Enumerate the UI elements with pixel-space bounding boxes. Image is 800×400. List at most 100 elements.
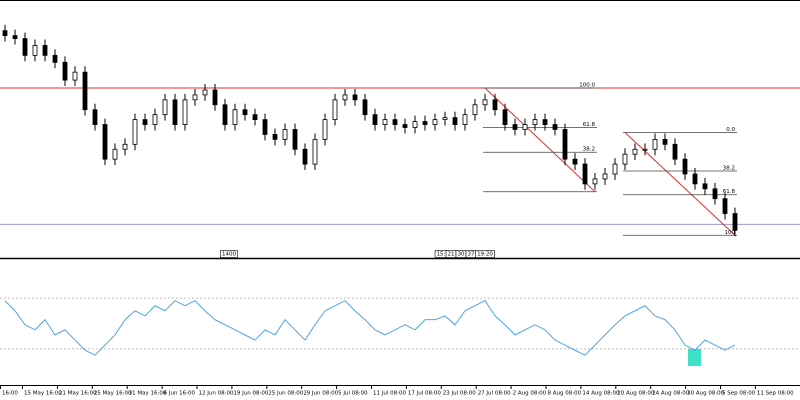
- x-tick-label: 20 Aug 08:00: [617, 391, 655, 397]
- x-tick-label: 14 Aug 08:00: [582, 391, 620, 397]
- time-marker: 21: [445, 250, 457, 258]
- candle-body: [602, 173, 608, 180]
- candle-body: [452, 117, 458, 125]
- time-marker: 30: [455, 250, 467, 258]
- candle-body: [332, 99, 338, 121]
- candle-body: [662, 138, 668, 145]
- candle-body: [692, 173, 698, 185]
- x-tick-label: 5 Sep 08:00: [722, 391, 756, 397]
- candle-body: [682, 158, 688, 175]
- candle-body: [292, 129, 298, 150]
- x-tick-label: 27 Jul 08:00: [478, 391, 511, 397]
- candle-body: [12, 35, 18, 39]
- candle-body: [612, 163, 618, 175]
- time-marker: 15:: [434, 250, 448, 258]
- candle-body: [162, 99, 168, 116]
- fib-label: 61.8: [723, 189, 736, 195]
- candle-body: [592, 178, 598, 185]
- candle-body: [222, 104, 228, 125]
- candle-body: [172, 99, 178, 125]
- x-tick-label: 6 Jun 16:00: [164, 391, 196, 397]
- candle-body: [572, 158, 578, 165]
- candle-body: [642, 148, 648, 151]
- time-marker: 19:20: [475, 250, 495, 258]
- candle-body: [22, 38, 28, 56]
- candle-body: [122, 143, 128, 150]
- candle-body: [282, 129, 288, 140]
- candle-body: [472, 104, 478, 116]
- candle-body: [412, 121, 418, 128]
- x-tick-label: 16:00: [2, 391, 18, 397]
- candle-body: [92, 109, 98, 125]
- candle-body: [422, 121, 428, 125]
- candle-body: [182, 99, 188, 125]
- candle-body: [522, 124, 528, 130]
- x-tick-label: 5 Jul 08:00: [338, 391, 368, 397]
- x-tick-label: 23 Jul 08:00: [443, 391, 476, 397]
- candle-body: [652, 138, 658, 150]
- time-marker-label: 15:: [437, 252, 446, 258]
- x-tick-label: 17 Jul 08:00: [408, 391, 441, 397]
- x-tick-label: 15 May 16:00: [24, 391, 62, 397]
- x-tick-label: 2 Aug 08:00: [513, 391, 547, 397]
- fib-label: 61.8: [583, 122, 596, 128]
- rsi-line: [4, 300, 736, 356]
- candle-body: [732, 213, 738, 231]
- candle-body: [232, 109, 238, 125]
- candle-body: [272, 134, 278, 140]
- candle-body: [512, 124, 518, 130]
- candle-body: [712, 188, 718, 200]
- fib-trendline: [484, 87, 596, 193]
- time-marker-label: 19:20: [477, 252, 493, 258]
- candle-body: [402, 124, 408, 128]
- time-marker-box: [475, 250, 495, 258]
- x-tick-label: 24 Aug 08:00: [652, 391, 690, 397]
- x-tick-label: 31 May 16:00: [129, 391, 167, 397]
- candle-body: [342, 94, 348, 101]
- candle-body: [622, 153, 628, 165]
- candle-body: [322, 119, 328, 140]
- candle-body: [462, 114, 468, 125]
- candle-body: [2, 30, 8, 36]
- candle-body: [102, 124, 108, 160]
- candle-body: [132, 119, 138, 145]
- candle-body: [212, 89, 218, 106]
- candle-body: [42, 45, 48, 56]
- candle-body: [32, 45, 38, 56]
- x-tick-label: 12 Jun 08:00: [199, 391, 234, 397]
- x-tick-label: 11 Jul 08:00: [373, 391, 406, 397]
- candle-body: [52, 54, 58, 63]
- candle-body: [352, 94, 358, 101]
- fib-label: 38.2: [583, 147, 595, 153]
- time-marker-label: 1400: [222, 252, 236, 258]
- time-marker-box: [220, 250, 238, 258]
- candle-body: [262, 119, 268, 135]
- time-marker: 37: [465, 250, 477, 258]
- time-marker-label: 37: [468, 252, 475, 258]
- candle-body: [582, 163, 588, 185]
- time-marker: 1400: [220, 250, 238, 258]
- x-tick-label: 11 Sep 08:00: [757, 391, 794, 397]
- x-tick-label: 21 May 16:00: [59, 391, 97, 397]
- fib-label: 100: [725, 230, 736, 236]
- candle-body: [242, 109, 248, 116]
- x-tick-label: 25 May 16:00: [94, 391, 132, 397]
- candle-body: [152, 114, 158, 125]
- candle-body: [492, 99, 498, 111]
- candle-body: [432, 119, 438, 125]
- x-tick-label: 30 Aug 08:00: [687, 391, 725, 397]
- candle-body: [192, 94, 198, 101]
- candle-body: [672, 143, 678, 160]
- candle-body: [502, 109, 508, 125]
- candle-body: [372, 114, 378, 125]
- candle-body: [252, 114, 258, 121]
- candle-body: [442, 117, 448, 121]
- candle-body: [362, 99, 368, 116]
- candle-body: [82, 71, 88, 111]
- x-tick-label: 8 Aug 08:00: [548, 391, 582, 397]
- x-tick-label: 25 Jun 08:00: [268, 391, 303, 397]
- candle-body: [142, 119, 148, 125]
- candle-body: [62, 61, 68, 81]
